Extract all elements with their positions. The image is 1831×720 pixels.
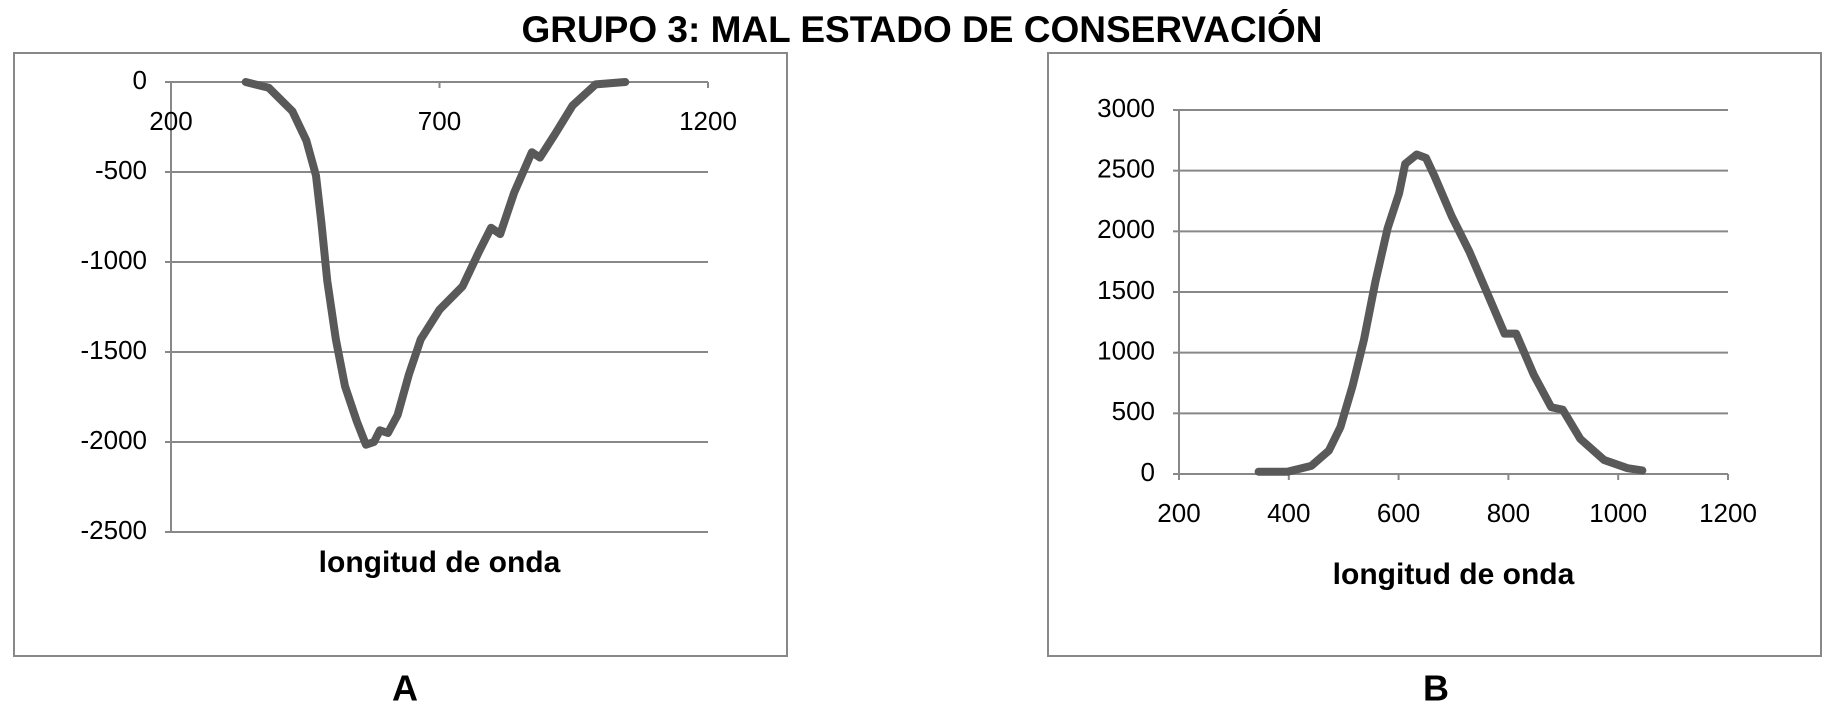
y-tick-label: -2500 <box>81 515 148 545</box>
x-tick-label: 200 <box>149 106 192 136</box>
y-tick-label: -500 <box>95 155 147 185</box>
page-title: GRUPO 3: MAL ESTADO DE CONSERVACIÓN <box>521 8 1322 50</box>
x-tick-label: 1200 <box>1699 498 1757 528</box>
x-tick-label: 700 <box>418 106 461 136</box>
x-tick-label: 600 <box>1377 498 1420 528</box>
x-tick-label: 800 <box>1487 498 1530 528</box>
x-tick-label: 400 <box>1267 498 1310 528</box>
y-tick-label: 2000 <box>1097 214 1155 244</box>
x-tick-label: 200 <box>1157 498 1200 528</box>
data-line <box>241 78 630 449</box>
x-axis-label: longitud de onda <box>319 546 561 579</box>
y-tick-label: 3000 <box>1097 93 1155 123</box>
y-tick-label: 1500 <box>1097 275 1155 305</box>
y-tick-label: 2500 <box>1097 154 1155 184</box>
y-tick-label: 500 <box>1112 396 1155 426</box>
y-tick-label: 0 <box>1141 457 1155 487</box>
y-tick-label: 1000 <box>1097 336 1155 366</box>
data-line <box>1254 150 1647 476</box>
chart-frame <box>1047 52 1822 657</box>
y-tick-label: -1000 <box>81 245 148 275</box>
y-tick-label: -1500 <box>81 335 148 365</box>
y-tick-label: -2000 <box>81 425 148 455</box>
panel-label: B <box>1423 668 1449 709</box>
panel-label: A <box>392 668 418 709</box>
chart-frame <box>13 52 788 657</box>
y-tick-label: 0 <box>133 65 147 95</box>
x-axis-label: longitud de onda <box>1333 558 1575 591</box>
x-tick-label: 1000 <box>1589 498 1647 528</box>
x-tick-label: 1200 <box>679 106 737 136</box>
